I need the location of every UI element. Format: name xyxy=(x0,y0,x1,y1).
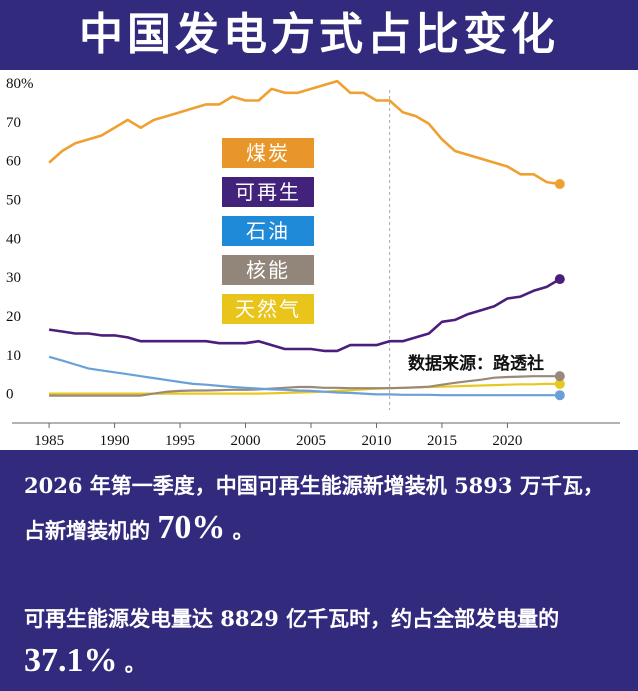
series-endpoint-coal xyxy=(554,179,565,189)
x-tick-label: 2000 xyxy=(231,433,261,449)
x-tick-label: 2015 xyxy=(427,433,457,449)
series-endpoint-nuclear xyxy=(554,371,565,382)
y-tick-label: 40 xyxy=(6,231,21,247)
x-tick-label: 1990 xyxy=(100,433,130,449)
summary-2-end: 。 xyxy=(117,651,146,676)
legend-item-renewable: 可再生 xyxy=(222,177,314,207)
y-tick-label: 20 xyxy=(6,309,21,325)
legend-item-gas: 天然气 xyxy=(222,294,314,324)
series-endpoint-oil xyxy=(554,390,565,401)
y-tick-label: 0 xyxy=(6,387,14,403)
x-tick-label: 2005 xyxy=(296,433,326,449)
summary-paragraph-2: 可再生能源发电量达 8829 亿千瓦时，约占全部发电量的 37.1% 。 xyxy=(24,598,622,685)
x-tick-label: 2020 xyxy=(492,433,522,449)
series-line-renewable xyxy=(48,277,561,353)
series-line-oil xyxy=(48,355,560,397)
legend-item-oil: 石油 xyxy=(222,216,314,246)
y-tick-label: 10 xyxy=(6,348,21,364)
series-line-gas xyxy=(49,382,560,395)
series-endpoint-gas xyxy=(554,378,565,389)
series-endpoint-renewable xyxy=(554,274,565,285)
y-tick-label: 30 xyxy=(6,270,21,286)
summary-1-text: 2026 年第一季度，中国可再生能源新增装机 5893 万千瓦，占新增装机的 xyxy=(24,473,604,543)
chart-panel: 80% 70 60 50 40 30 20 10 0 1985 1990 1995 2000 2005 20… xyxy=(0,70,638,450)
x-tick-label: 2010 xyxy=(361,433,391,449)
data-source: 数据来源：路透社 xyxy=(408,354,544,374)
summary-paragraph-1: 2026 年第一季度，中国可再生能源新增装机 5893 万千瓦，占新增装机的 7… xyxy=(24,465,622,552)
y-tick-label: 70 xyxy=(6,115,21,131)
legend-item-coal: 煤炭 xyxy=(222,138,314,168)
series-line-coal xyxy=(48,79,560,186)
legend-item-nuclear: 核能 xyxy=(222,255,314,285)
y-tick-label: 50 xyxy=(6,192,21,208)
y-tick-label: 80% xyxy=(6,76,34,92)
x-tick-label: 1985 xyxy=(34,433,64,449)
summary-2-highlight: 37.1% xyxy=(24,642,118,679)
summary-1-end: 。 xyxy=(225,518,254,543)
summary-1-highlight: 70% xyxy=(157,509,226,546)
series-line-nuclear xyxy=(49,375,560,397)
y-tick-label: 60 xyxy=(6,154,21,170)
summary-2-text: 可再生能源发电量达 8829 亿千瓦时，约占全部发电量的 xyxy=(24,606,560,631)
page-title: 中国发电方式占比变化 xyxy=(79,9,559,60)
x-tick-label: 1995 xyxy=(165,433,195,449)
